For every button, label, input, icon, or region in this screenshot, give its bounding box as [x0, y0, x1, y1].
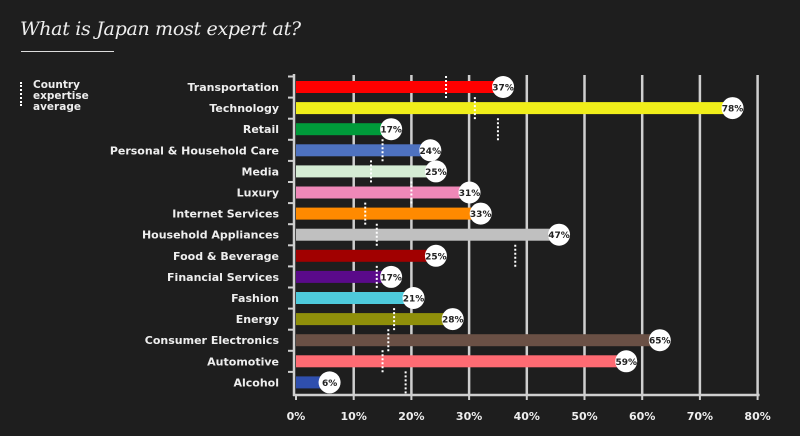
x-tick-label: 80% — [744, 410, 770, 423]
bar — [296, 102, 733, 115]
category-label: Personal & Household Care — [110, 144, 279, 157]
chart-title: What is Japan most expert at? — [20, 18, 301, 40]
x-tick-label: 10% — [341, 410, 367, 423]
bar — [296, 186, 470, 199]
value-label-bubble — [721, 97, 744, 120]
bar — [296, 355, 627, 368]
legend-label: Country expertise average — [33, 79, 89, 113]
value-label: 24% — [420, 147, 442, 157]
x-tick-label: 50% — [571, 410, 597, 423]
category-label: Automotive — [207, 355, 279, 368]
value-label: 59% — [615, 358, 637, 368]
value-label-bubble — [419, 139, 442, 162]
x-tick-label: 20% — [398, 410, 424, 423]
value-label: 37% — [492, 84, 514, 94]
category-label: Energy — [236, 313, 279, 326]
value-label-bubble — [318, 371, 341, 394]
category-label: Alcohol — [233, 376, 279, 389]
value-label-bubble — [441, 308, 464, 331]
category-label: Media — [242, 165, 279, 178]
value-label-bubble — [424, 160, 447, 183]
value-label: 21% — [403, 295, 425, 305]
category-label: Luxury — [237, 187, 279, 200]
bar — [296, 292, 414, 304]
category-label: Retail — [243, 123, 279, 136]
title-underline — [21, 51, 114, 52]
value-label-bubble — [458, 181, 481, 204]
value-label-bubble — [424, 244, 447, 267]
x-tick-label: 0% — [287, 410, 306, 423]
value-label: 6% — [322, 379, 337, 389]
x-tick-label: 30% — [456, 410, 482, 423]
x-tick-label: 60% — [629, 410, 655, 423]
value-label: 65% — [649, 337, 671, 347]
category-label: Fashion — [231, 292, 279, 305]
value-label: 31% — [459, 189, 481, 199]
value-label: 33% — [470, 210, 492, 220]
value-label-bubble — [380, 265, 403, 288]
value-label: 17% — [380, 126, 402, 136]
bar — [296, 249, 436, 262]
value-label-bubble — [648, 329, 671, 352]
bar — [296, 207, 481, 220]
bar — [296, 270, 392, 283]
x-tick-label: 70% — [687, 410, 713, 423]
category-label: Household Appliances — [142, 229, 280, 242]
bar — [296, 123, 392, 136]
bar — [296, 144, 431, 157]
value-label-bubble — [492, 76, 515, 98]
value-label: 47% — [548, 231, 570, 241]
category-label: Financial Services — [167, 271, 279, 284]
value-label: 25% — [425, 168, 447, 178]
bar — [296, 313, 453, 326]
category-label: Internet Services — [172, 208, 279, 221]
value-label: 78% — [722, 105, 744, 115]
value-label: 28% — [442, 316, 464, 326]
bar — [296, 165, 436, 178]
bar — [296, 228, 560, 241]
category-label: Technology — [209, 102, 279, 115]
bar — [296, 334, 660, 347]
value-label-bubble — [615, 350, 638, 373]
value-label-bubble — [469, 202, 492, 225]
value-label: 25% — [425, 252, 447, 262]
legend-dotted-line-icon — [20, 82, 22, 106]
category-label: Food & Beverage — [173, 250, 279, 263]
category-label: Consumer Electronics — [145, 334, 280, 347]
category-label: Transportation — [188, 81, 279, 94]
x-tick-label: 40% — [514, 410, 540, 423]
value-label: 17% — [380, 273, 402, 283]
value-label-bubble — [402, 287, 425, 309]
bar — [296, 81, 504, 93]
value-label-bubble — [380, 118, 403, 141]
value-label-bubble — [548, 223, 571, 246]
